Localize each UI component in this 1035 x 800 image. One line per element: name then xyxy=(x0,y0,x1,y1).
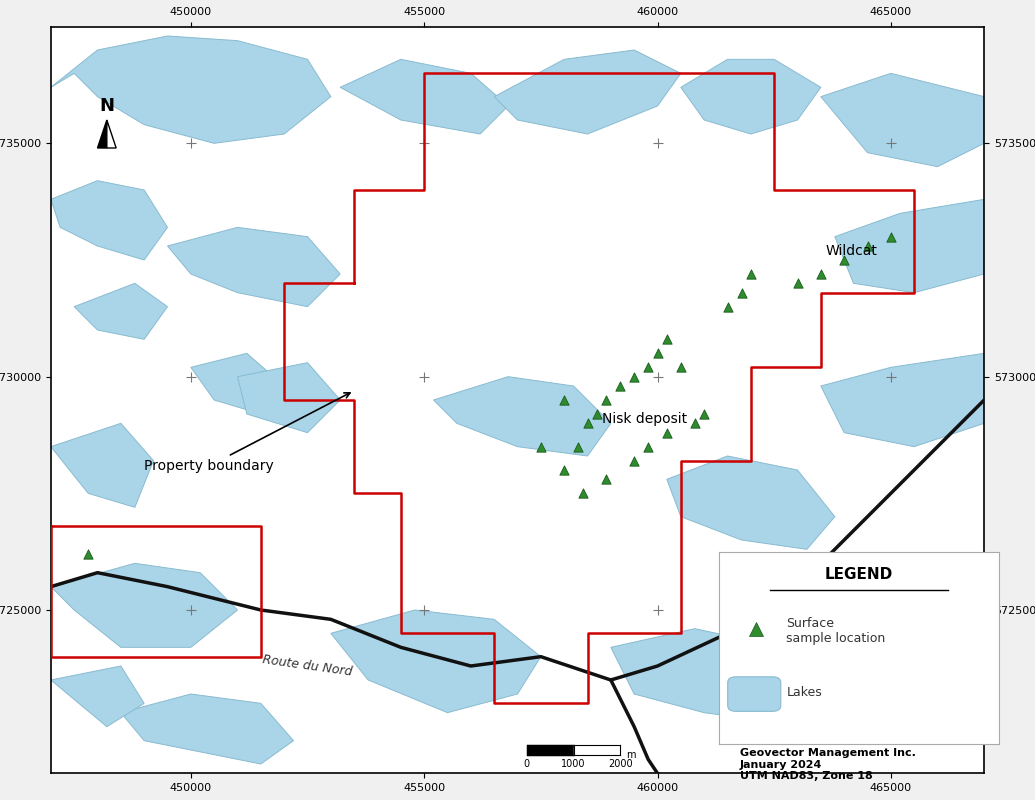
Polygon shape xyxy=(51,666,144,726)
Polygon shape xyxy=(107,120,116,148)
Point xyxy=(533,440,550,453)
Point xyxy=(640,440,656,453)
Point xyxy=(859,239,876,252)
Polygon shape xyxy=(807,624,984,736)
Point xyxy=(790,277,806,290)
Polygon shape xyxy=(75,283,168,339)
Point xyxy=(556,463,572,476)
Text: Property boundary: Property boundary xyxy=(144,393,350,473)
Point xyxy=(612,379,628,392)
Point xyxy=(574,487,591,500)
Point xyxy=(598,473,615,486)
Point xyxy=(570,440,587,453)
Point xyxy=(556,394,572,406)
Polygon shape xyxy=(190,354,285,414)
Point xyxy=(580,417,596,430)
Polygon shape xyxy=(835,199,984,293)
Point xyxy=(640,361,656,374)
Point xyxy=(836,254,853,266)
Polygon shape xyxy=(51,181,168,260)
Text: 1000: 1000 xyxy=(561,759,586,770)
Point xyxy=(626,454,643,467)
Polygon shape xyxy=(121,694,294,764)
Point xyxy=(686,417,703,430)
Text: Wildcat: Wildcat xyxy=(826,244,878,258)
Polygon shape xyxy=(51,563,237,647)
Point xyxy=(733,286,749,299)
Point xyxy=(658,333,675,346)
FancyBboxPatch shape xyxy=(728,677,780,711)
Point xyxy=(80,547,96,560)
Text: m: m xyxy=(626,750,635,760)
Point xyxy=(742,267,759,280)
Text: 2000: 2000 xyxy=(608,759,632,770)
Point xyxy=(598,394,615,406)
Polygon shape xyxy=(681,59,821,134)
Text: Geovector Management Inc.
January 2024
UTM NAD83, Zone 18: Geovector Management Inc. January 2024 U… xyxy=(740,748,916,781)
Text: Surface
sample location: Surface sample location xyxy=(787,618,886,646)
Text: Route du Nord: Route du Nord xyxy=(262,653,353,678)
Polygon shape xyxy=(434,377,611,456)
Point xyxy=(719,300,736,313)
Polygon shape xyxy=(168,227,341,306)
Point xyxy=(658,426,675,439)
Polygon shape xyxy=(97,120,107,148)
Text: N: N xyxy=(99,98,114,115)
Text: 0: 0 xyxy=(524,759,530,770)
Polygon shape xyxy=(51,36,331,143)
Polygon shape xyxy=(237,362,341,433)
Point xyxy=(649,347,666,360)
Polygon shape xyxy=(821,74,984,166)
Polygon shape xyxy=(341,59,508,134)
Text: LEGEND: LEGEND xyxy=(825,567,893,582)
Polygon shape xyxy=(331,610,541,713)
Polygon shape xyxy=(611,629,798,722)
Text: Nisk deposit: Nisk deposit xyxy=(601,412,686,426)
Point xyxy=(673,361,689,374)
Polygon shape xyxy=(51,423,153,507)
Polygon shape xyxy=(821,354,984,446)
Point xyxy=(696,407,712,420)
Point xyxy=(626,370,643,383)
Point xyxy=(883,230,899,243)
Point xyxy=(812,267,829,280)
Polygon shape xyxy=(667,456,835,550)
Text: Lakes: Lakes xyxy=(787,686,822,698)
Point xyxy=(589,407,605,420)
Polygon shape xyxy=(494,50,681,134)
